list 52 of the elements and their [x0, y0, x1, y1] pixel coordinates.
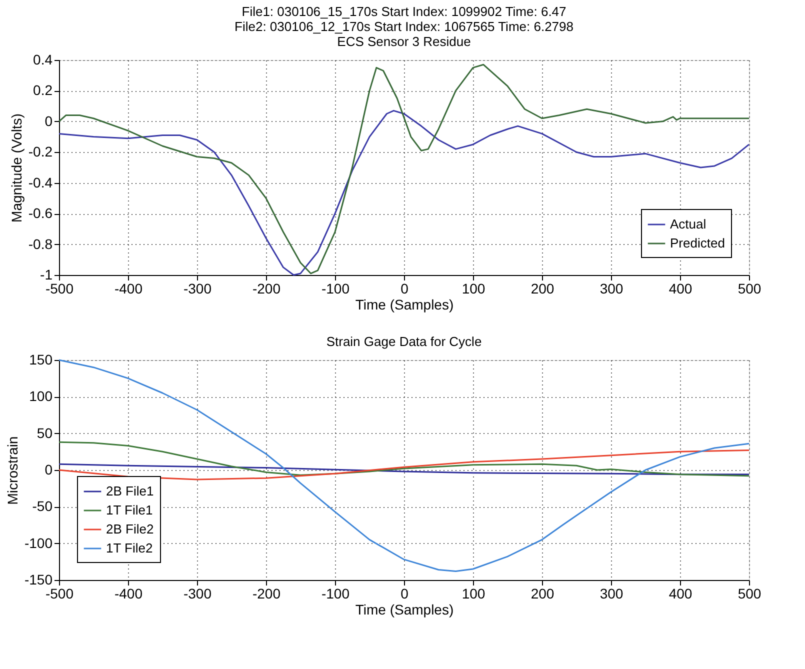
- x-tick-label: 200: [530, 586, 554, 602]
- y-tick-label: -0.2: [28, 144, 53, 160]
- x-axis-title: Time (Samples): [355, 296, 454, 312]
- legend-label: 2B File1: [106, 484, 154, 498]
- y-tick-label: -50: [32, 498, 53, 514]
- x-tick-label: 0: [400, 586, 409, 602]
- y-axis-title: Magnitude (Volts): [8, 114, 24, 222]
- y-tick-label: 0.4: [33, 52, 53, 68]
- x-tick-label: -200: [252, 586, 281, 602]
- x-tick-label: -200: [252, 280, 281, 296]
- chart-title: File1: 030106_15_170s Start Index: 1099902 Time: 6.47 File2: 030106_12_170s Start Index: 1067565 Time: 6.2798 ECS Sensor 3 Residue: [234, 4, 574, 49]
- legend-label: 1T File2: [106, 540, 153, 556]
- x-tick-label: -500: [45, 586, 74, 602]
- y-tick-label: -100: [24, 534, 53, 551]
- x-tick-label: -100: [321, 280, 350, 296]
- y-tick-label: -150: [24, 572, 53, 588]
- line-series: [58, 449, 750, 480]
- y-axis-title: Microstrain: [4, 436, 20, 505]
- x-tick-label: -400: [114, 280, 143, 296]
- x-tick-label: 0: [400, 280, 409, 296]
- x-tick-label: -400: [114, 586, 143, 602]
- chart-title: Strain Gage Data for Cycle: [326, 334, 482, 349]
- y-tick-label: -1: [40, 266, 53, 282]
- legend-label: 2B File2: [106, 522, 154, 536]
- x-tick-label: 400: [668, 280, 692, 296]
- y-tick-label: -0.6: [28, 205, 53, 222]
- x-tick-label: -300: [183, 586, 212, 602]
- line-series: [58, 441, 750, 477]
- legend-label: Actual: [670, 216, 706, 232]
- x-tick-label: 400: [668, 586, 692, 602]
- y-tick-label: 0.2: [33, 82, 53, 98]
- x-tick-label: 300: [600, 280, 624, 296]
- x-tick-label: -300: [183, 280, 212, 296]
- y-tick-label: -0.4: [28, 174, 53, 190]
- legend-label: Predicted: [670, 236, 725, 250]
- x-tick-label: 200: [530, 280, 554, 296]
- y-tick-label: 50: [36, 424, 53, 441]
- x-tick-label: 300: [600, 586, 624, 602]
- legend-label: 1T File1: [106, 502, 153, 518]
- y-tick-label: -0.8: [28, 236, 53, 252]
- x-axis-title: Time (Samples): [355, 602, 454, 618]
- y-tick-label: 0: [44, 462, 53, 478]
- y-tick-label: 0: [44, 112, 53, 129]
- x-tick-label: 100: [462, 586, 486, 602]
- line-series: [58, 463, 750, 476]
- x-tick-label: 500: [738, 280, 762, 296]
- y-tick-label: 100: [29, 388, 53, 404]
- y-tick-label: 150: [29, 352, 53, 368]
- x-tick-label: 100: [462, 280, 486, 296]
- x-tick-label: -500: [45, 280, 74, 296]
- x-tick-label: 500: [738, 586, 762, 602]
- x-tick-label: -100: [321, 586, 350, 602]
